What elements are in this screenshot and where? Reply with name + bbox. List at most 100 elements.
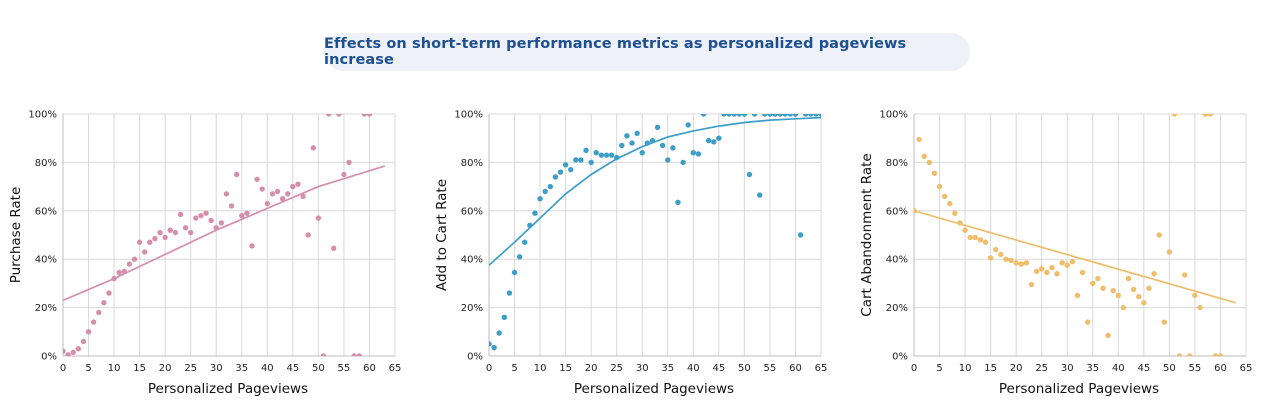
trend-layer [914, 209, 1237, 304]
data-point [233, 171, 240, 178]
data-point [787, 114, 794, 117]
data-point [598, 152, 605, 158]
data-point [665, 157, 671, 163]
data-point [259, 186, 265, 192]
y-tick-label: 60% [35, 206, 57, 217]
data-point [998, 251, 1004, 258]
data-point [1054, 271, 1060, 277]
x-tick-label: 35 [235, 363, 248, 374]
data-point [1013, 260, 1019, 266]
data-point [351, 353, 357, 356]
y-tick-label: 100% [879, 110, 908, 121]
data-point [619, 142, 625, 149]
data-point [947, 200, 953, 207]
data-point [542, 188, 548, 195]
data-point [1161, 319, 1167, 325]
data-point [172, 229, 179, 236]
data-point [608, 152, 615, 158]
data-point [818, 114, 821, 117]
data-point [685, 122, 691, 128]
data-point [305, 232, 311, 238]
x-tick-label: 65 [815, 363, 828, 374]
x-tick-label: 40 [261, 363, 274, 374]
data-point [634, 130, 640, 137]
data-point [162, 234, 168, 241]
x-axis-title: Personalized Pageviews [148, 381, 308, 397]
data-point [547, 183, 553, 190]
data-point [654, 124, 661, 131]
trend-layer [489, 116, 821, 266]
y-axis-title: Add to Cart Rate [434, 179, 450, 291]
data-point [511, 269, 518, 276]
data-point [557, 169, 564, 175]
data-point [1115, 292, 1122, 299]
data-point [213, 225, 219, 231]
data-point [802, 114, 809, 117]
data-point [1187, 353, 1193, 356]
data-point [1156, 232, 1162, 238]
chart-title-banner: Effects on short-term performance metric… [324, 33, 970, 71]
data-point [65, 352, 71, 356]
y-tick-label: 20% [35, 303, 57, 314]
data-point [1100, 285, 1106, 291]
data-point [593, 150, 599, 156]
x-tick-label: 25 [1035, 363, 1048, 374]
x-tick-label: 50 [738, 363, 751, 374]
data-point [96, 309, 102, 316]
y-tick-label: 80% [461, 158, 483, 169]
y-tick-label: 80% [886, 158, 908, 169]
data-point [1064, 262, 1070, 268]
data-point [813, 114, 819, 117]
data-point [649, 137, 656, 144]
data-point [573, 157, 579, 163]
data-point [962, 227, 968, 233]
x-tick-label: 65 [1240, 363, 1253, 374]
data-point [142, 249, 148, 255]
data-point [489, 341, 492, 347]
data-point [501, 314, 508, 320]
data-point [346, 159, 352, 166]
data-point [152, 235, 158, 242]
data-point [736, 114, 742, 117]
data-point [532, 210, 538, 216]
data-point [522, 239, 528, 245]
x-tick-label: 50 [312, 363, 325, 374]
data-point [562, 162, 569, 168]
data-point [936, 183, 943, 190]
x-tick-label: 25 [184, 363, 197, 374]
data-point [356, 353, 362, 356]
data-point [1003, 256, 1009, 262]
data-point [1202, 114, 1208, 117]
y-tick-label: 100% [454, 110, 483, 121]
data-point [325, 114, 332, 117]
x-tick-label: 40 [687, 363, 700, 374]
data-point [741, 114, 748, 117]
data-point [491, 344, 497, 351]
data-point [157, 229, 163, 236]
data-point [177, 211, 184, 218]
data-point [603, 152, 610, 158]
data-point [1105, 332, 1111, 339]
data-point [721, 114, 727, 117]
data-point [1090, 280, 1096, 287]
data-point [588, 159, 594, 166]
data-point [1182, 272, 1188, 278]
trend-layer [63, 165, 386, 302]
x-tick-label: 30 [636, 363, 649, 374]
data-point [310, 145, 316, 151]
data-point [987, 255, 994, 261]
x-tick-label: 45 [1137, 363, 1150, 374]
data-point [1146, 285, 1152, 291]
data-point [583, 147, 589, 153]
data-point [993, 246, 999, 253]
x-tick-label: 15 [133, 363, 146, 374]
data-point [1141, 300, 1147, 306]
y-tick-label: 60% [886, 206, 908, 217]
data-point [131, 256, 138, 262]
data-point [1176, 353, 1183, 356]
data-point [690, 150, 697, 156]
x-tick-label: 5 [85, 363, 91, 374]
data-point [644, 140, 651, 146]
data-point [1023, 260, 1030, 266]
y-tick-label: 60% [461, 206, 483, 217]
